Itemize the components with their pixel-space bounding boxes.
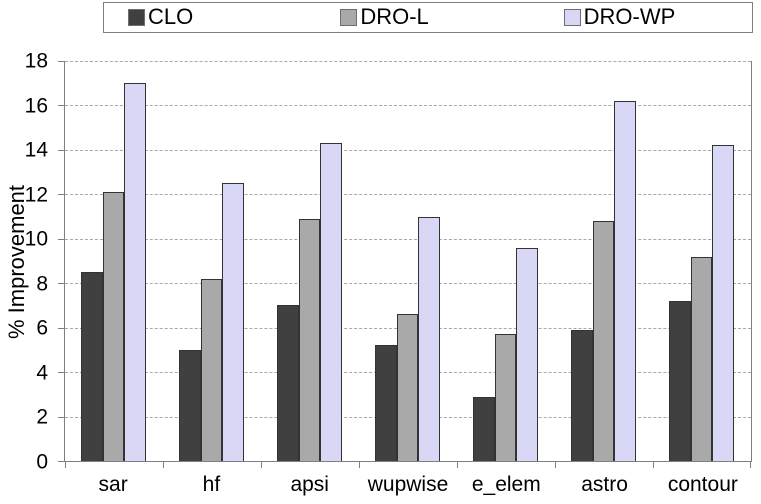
legend-swatch-dro-wp [563,9,581,26]
y-tick-label-18: 18 [24,49,48,73]
y-tick-label-0: 0 [36,450,48,474]
y-tick-12 [58,194,65,196]
x-tick-2 [261,461,262,468]
bar-group-apsi [261,61,359,461]
bar-sar-clo [81,272,103,461]
bar-apsi-dro-l [298,218,320,461]
bar-e_elem-clo [473,396,495,461]
gridline-14 [65,149,751,151]
gridline-18 [65,61,751,62]
x-tick-label-e_elem: e_elem [471,473,541,496]
bar-hf-clo [179,349,201,461]
y-tick-label-12: 12 [24,183,48,207]
x-tick-label-sar: sar [98,473,128,496]
x-tick-label-contour: contour [667,473,738,496]
legend-label-dro-l: DRO-L [360,3,429,29]
x-tick-0 [65,461,66,468]
legend-item-clo: CLO [104,3,316,32]
bar-e_elem-dro-l [494,334,516,461]
y-axis-labels: 0 2 4 6 8 10 12 14 16 18 [0,51,56,473]
x-tick-label-apsi: apsi [290,473,329,496]
y-tick-10 [58,238,65,240]
y-tick-16 [58,105,65,107]
bar-group-hf [163,61,261,461]
y-tick-label-6: 6 [36,316,48,340]
y-tick-2 [58,416,65,418]
bar-group-wupwise [359,61,457,461]
bar-contour-dro-l [690,256,712,461]
x-tick-4 [457,461,458,468]
y-tick-label-4: 4 [36,361,48,385]
bar-hf-dro-l [200,278,222,461]
y-tick-6 [58,327,65,329]
y-tick-label-14: 14 [24,138,48,162]
x-tick-3 [359,461,360,468]
x-tick-7 [750,461,751,468]
bar-group-astro [555,61,653,461]
y-tick-18 [58,61,65,62]
bar-apsi-dro-wp [320,143,342,461]
gridline-8 [65,283,751,285]
gridline-10 [65,238,751,240]
y-tick-0 [58,461,65,462]
legend-item-dro-l: DRO-L [316,3,528,32]
x-tick-label-hf: hf [202,473,221,496]
bar-group-contour [653,61,751,461]
bar-apsi-clo [277,305,299,461]
bar-astro-clo [571,329,593,461]
y-tick-label-10: 10 [24,227,48,251]
bar-sar-dro-wp [124,83,146,461]
bar-group-e_elem [457,61,555,461]
bar-groups [65,61,751,461]
plot-area [58,61,752,468]
y-tick-label-16: 16 [24,94,48,118]
bar-wupwise-dro-l [396,314,418,461]
bar-e_elem-dro-wp [516,247,538,461]
y-tick-label-8: 8 [36,272,48,296]
bar-hf-dro-wp [222,183,244,461]
bar-wupwise-clo [375,345,397,461]
gridline-12 [65,194,751,196]
x-tick-label-wupwise: wupwise [367,473,449,496]
bar-sar-dro-l [102,192,124,461]
y-tick-8 [58,283,65,285]
legend-swatch-dro-l [340,9,358,26]
bar-group-sar [65,61,163,461]
bar-wupwise-dro-wp [418,216,440,461]
x-tick-1 [163,461,164,468]
y-tick-14 [58,149,65,151]
y-tick-4 [58,372,65,374]
legend-item-dro-wp: DRO-WP [529,3,752,32]
x-tick-5 [555,461,556,468]
gridline-16 [65,105,751,107]
x-tick-label-astro: astro [581,473,628,496]
legend-label-dro-wp: DRO-WP [583,3,676,29]
x-tick-6 [653,461,654,468]
bar-contour-clo [669,301,691,461]
bar-astro-dro-l [592,221,614,461]
legend: CLO DRO-L DRO-WP [103,2,753,33]
bar-contour-dro-wp [712,145,734,461]
legend-swatch-clo [128,9,145,26]
y-tick-label-2: 2 [36,405,48,429]
legend-label-clo: CLO [148,3,194,29]
bar-astro-dro-wp [614,101,636,461]
x-axis-labels: sar hf apsi wupwise e_elem astro contour [64,473,752,501]
